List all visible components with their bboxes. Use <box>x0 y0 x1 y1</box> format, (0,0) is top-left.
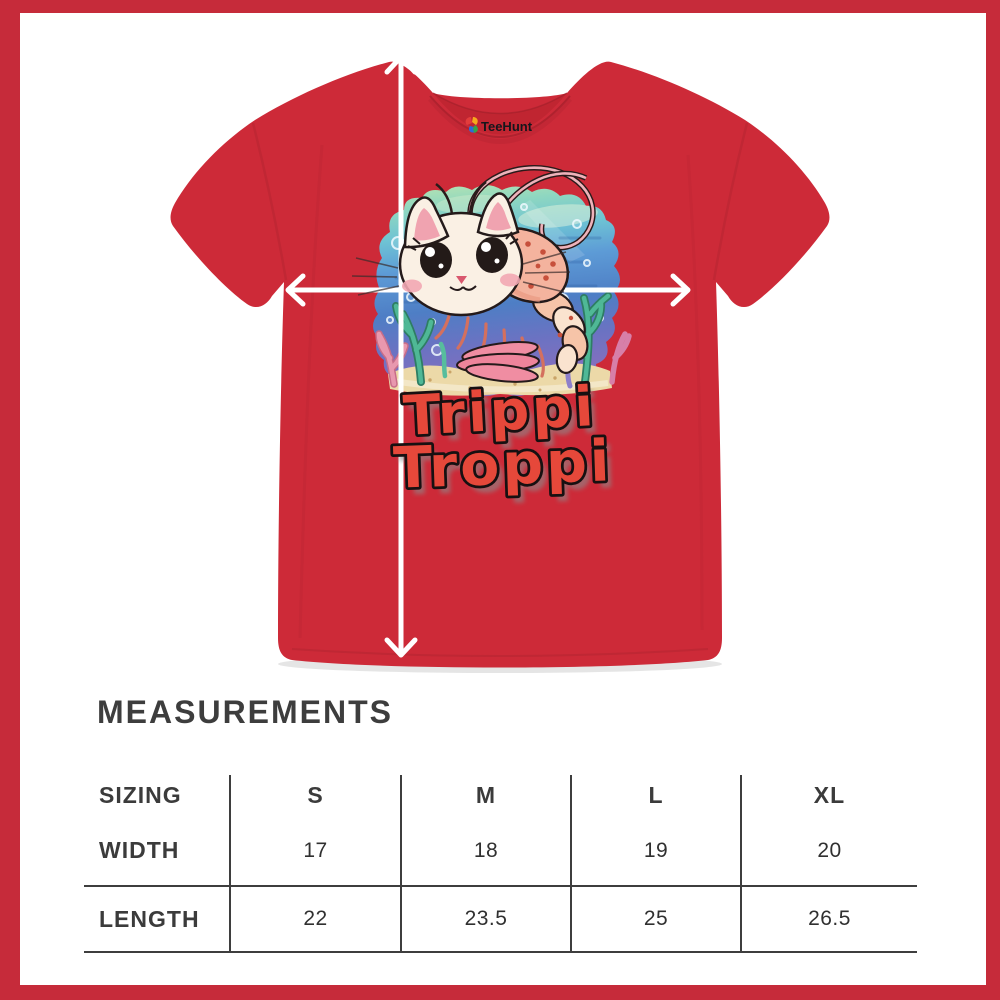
arrowhead-down <box>384 637 418 658</box>
table-value-width-m: 18 <box>402 816 572 887</box>
shrimp-abdomen <box>531 289 589 374</box>
table-value-length-l: 25 <box>572 887 742 953</box>
table-size-header-m: M <box>402 775 572 816</box>
design-title: Trippi Troppi Trippi Troppi <box>390 371 620 509</box>
collar-band-edge <box>432 92 568 115</box>
design-title-line1-shadow: Trippi <box>408 381 604 455</box>
table-row-label-length: LENGTH <box>84 887 231 953</box>
cat-blush-left <box>402 279 422 293</box>
size-chart-table: SIZING S M L XL WIDTH 17 18 19 20 LENGTH… <box>84 775 917 953</box>
table-size-header-xl: XL <box>813 782 846 808</box>
table-value-width-s: 17 <box>231 816 402 887</box>
length-arrow <box>384 54 418 658</box>
cat-nose <box>456 276 467 284</box>
cat-shrimp-character <box>351 165 596 383</box>
table-corner-label: SIZING <box>84 775 231 816</box>
cat-whiskers <box>351 251 571 296</box>
table-value-length-m: 23.5 <box>402 887 572 953</box>
cat-mouth <box>449 285 477 291</box>
table-size-header-l: L <box>572 775 742 816</box>
arrowhead-left <box>285 273 306 307</box>
design-title-line2-shadow: Troppi <box>398 435 619 509</box>
cat-eyes <box>407 231 519 278</box>
brand-logo-icon <box>465 117 478 133</box>
tail-fan <box>456 341 540 383</box>
design-title-line2: Troppi <box>392 428 613 502</box>
table-value-width-l: 19 <box>572 816 742 887</box>
cat-ear-left-inner <box>414 208 440 241</box>
table-value-width-xl: 20 <box>742 816 917 887</box>
brand-label: TeeHunt <box>465 117 533 134</box>
table-size-header-s: S <box>231 775 402 816</box>
design-title-line1: Trippi <box>402 374 598 448</box>
teal-sprig-center <box>438 341 448 379</box>
measurements-heading: MEASUREMENTS <box>97 694 394 730</box>
table-value-length-s: 22 <box>231 887 402 953</box>
front-neckline-seam <box>429 95 571 138</box>
pink-coral-right <box>609 331 632 385</box>
table-row-label-width: WIDTH <box>84 816 231 887</box>
cat-ear-right-inner <box>486 202 511 231</box>
front-neckline-shadow <box>428 97 572 144</box>
table-value-length-xl: 26.5 <box>742 887 917 953</box>
brand-label-text: TeeHunt <box>481 119 533 134</box>
cat-blush-right <box>500 273 520 287</box>
fabric-wrinkles <box>251 122 749 657</box>
arrowhead-up <box>384 54 418 75</box>
cat-head <box>351 192 571 317</box>
arrowhead-right <box>670 273 691 307</box>
